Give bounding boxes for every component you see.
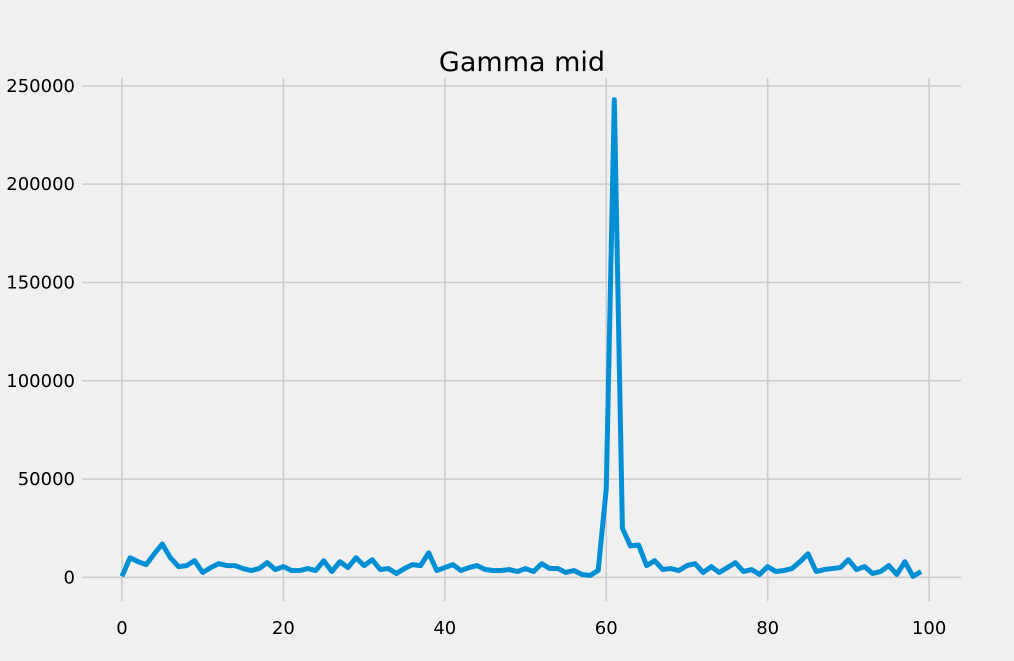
series-layer [119,97,923,579]
x-tick-label: 40 [433,618,456,639]
y-tick-label: 50000 [18,469,75,490]
x-tick-label: 60 [595,618,618,639]
x-tick-label: 0 [116,618,127,639]
x-tick-label: 100 [912,618,946,639]
x-tick-label: 80 [756,618,779,639]
y-tick-label: 0 [64,567,75,588]
y-tick-labels: 0 50000 100000 150000 200000 250000 [6,76,75,589]
x-tick-label: 20 [272,618,295,639]
x-tick-labels: 0 20 40 60 80 100 [116,618,946,639]
y-tick-label: 250000 [6,76,75,97]
y-tick-label: 200000 [6,174,75,195]
y-tick-label: 100000 [6,371,75,392]
chart-title: Gamma mid [439,47,605,78]
y-tick-label: 150000 [6,272,75,293]
y-grid [82,85,961,579]
series-line [119,97,923,579]
x-grid [121,78,930,601]
